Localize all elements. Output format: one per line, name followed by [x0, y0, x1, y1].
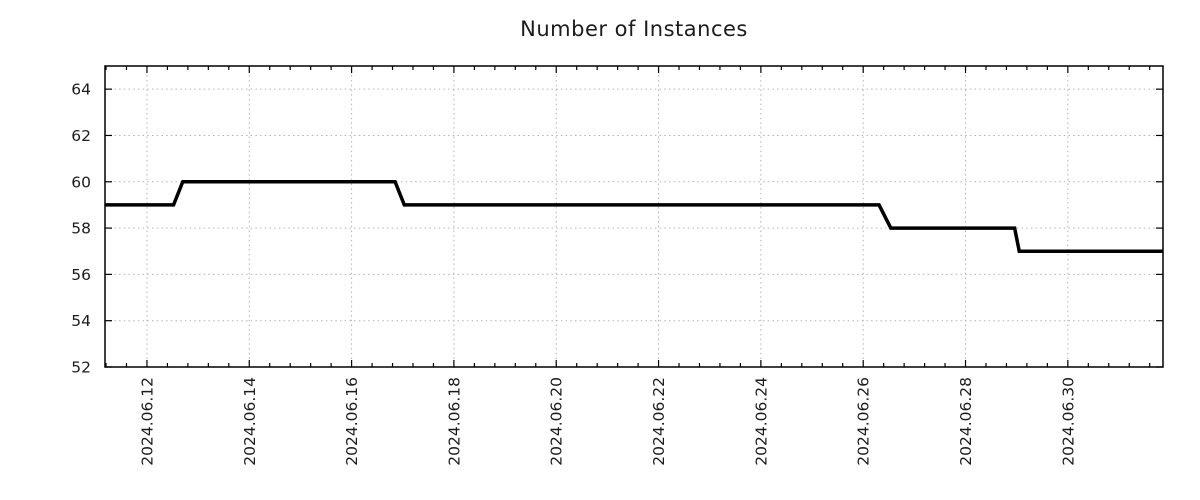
- x-tick-label: 2024.06.12: [138, 377, 156, 466]
- y-tick-label: 52: [71, 359, 91, 377]
- series-line-instances: [105, 180, 1163, 253]
- x-tick-label: 2024.06.14: [241, 377, 259, 466]
- y-tick-label: 60: [71, 173, 91, 191]
- plot-border: [104, 65, 1164, 368]
- y-tick-label: 64: [71, 81, 91, 99]
- y-tick-label: 62: [71, 127, 91, 145]
- chart-title: Number of Instances: [520, 17, 748, 41]
- x-tick-label: 2024.06.16: [343, 377, 361, 466]
- x-tick-label: 2024.06.24: [752, 377, 770, 466]
- x-tick-label: 2024.06.18: [445, 377, 463, 466]
- x-tick-label: 2024.06.20: [548, 377, 566, 466]
- y-tick-label: 58: [71, 220, 91, 238]
- y-tick-label: 56: [71, 266, 91, 284]
- x-tick-label: 2024.06.26: [855, 377, 873, 466]
- x-tick-label: 2024.06.30: [1059, 377, 1077, 466]
- y-tick-label: 54: [71, 312, 91, 330]
- x-tick-label: 2024.06.28: [957, 377, 975, 466]
- x-tick-label: 2024.06.22: [650, 377, 668, 466]
